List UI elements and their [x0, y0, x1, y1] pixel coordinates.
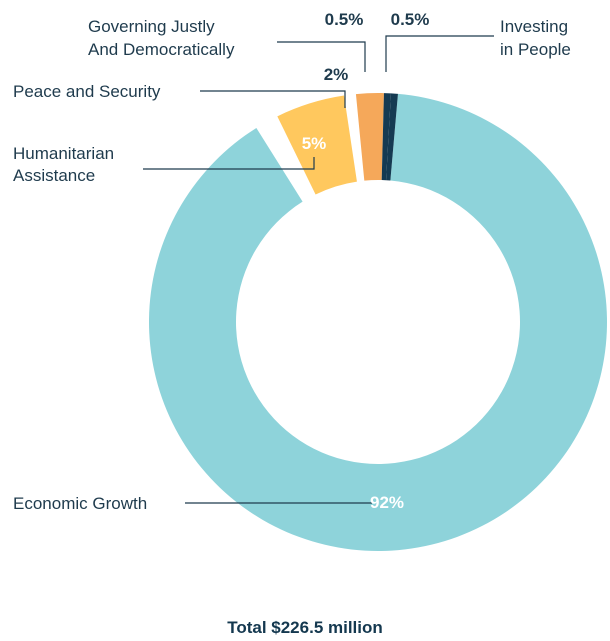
percent-label-investing-in-people: 0.5%: [391, 10, 430, 29]
percent-label-humanitarian-assistance: 5%: [302, 134, 327, 153]
leader-line-humanitarian-assistance: [143, 157, 315, 170]
slice-governing-justly: [381, 93, 391, 181]
category-label-investing-in-people: Investing in People: [500, 17, 571, 59]
slice-investing-in-people: [386, 93, 398, 181]
percent-label-peace-and-security: 2%: [324, 65, 349, 84]
percent-label-governing-justly: 0.5%: [325, 10, 364, 29]
leader-line-governing-justly: [277, 41, 366, 72]
leader-line-investing-in-people: [385, 35, 494, 72]
slice-humanitarian-assistance: [277, 95, 357, 195]
category-label-governing-justly: Governing Justly And Democratically: [88, 17, 235, 59]
slice-economic-growth: [149, 93, 607, 551]
chart-total: Total $226.5 million: [227, 618, 383, 637]
slice-peace-and-security: [355, 93, 384, 181]
category-label-peace-and-security: Peace and Security: [13, 82, 161, 101]
percent-label-economic-growth: 92%: [370, 493, 404, 512]
category-label-humanitarian-assistance: Humanitarian Assistance: [13, 144, 114, 185]
category-label-economic-growth: Economic Growth: [13, 494, 147, 513]
leader-line-peace-and-security: [200, 90, 346, 108]
